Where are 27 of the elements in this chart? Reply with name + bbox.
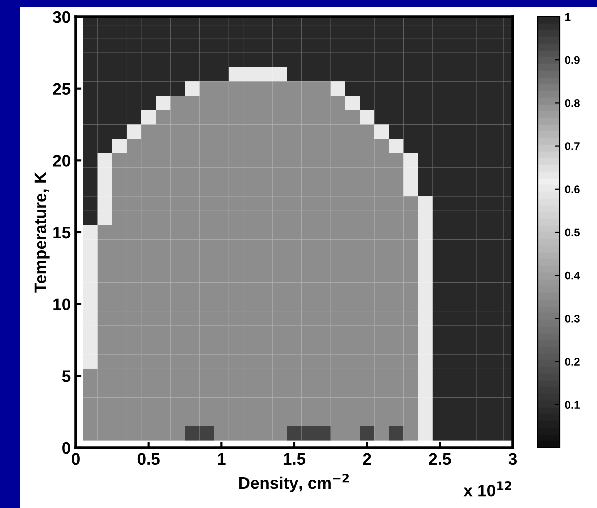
color-bar-label: 0.9 [565,56,580,64]
x-tick-label: 1.5 [284,453,306,466]
y-tick-label: 20 [53,155,70,167]
color-bar-label: 0.5 [565,228,580,237]
x-tick-label: 2.5 [429,453,452,466]
y-tick-label: 5 [62,370,71,382]
x-tick-label: 0.5 [138,453,160,466]
color-bar-label: 0.1 [565,401,580,410]
color-bar-label: 0.4 [565,272,580,280]
y-axis-title: Temperature, K [34,172,50,293]
y-tick-label: 25 [53,83,71,96]
y-tick-label: 10 [54,298,70,311]
color-bar-label: 0.7 [565,142,580,150]
x-tick-label: 0 [72,453,80,466]
color-bar-label: 0.3 [565,314,580,323]
x-tick-label: 1 [218,453,226,465]
text: x 10$^{12}$ [464,482,512,497]
y-tick-label: 30 [52,11,70,24]
color-bar-label: 0.2 [565,358,580,366]
x-tick-label: 2 [363,453,372,465]
y-tick-label: 15 [54,227,71,239]
x-axis-title: Density, cm$^{−2}$ [240,474,350,492]
x-tick-label: 3 [508,453,518,466]
color-bar-label: 1 [566,13,571,22]
color-bar-label: 0.6 [565,186,580,194]
color-bar-label: 0.8 [565,99,580,108]
y-tick-label: 0 [62,442,70,454]
